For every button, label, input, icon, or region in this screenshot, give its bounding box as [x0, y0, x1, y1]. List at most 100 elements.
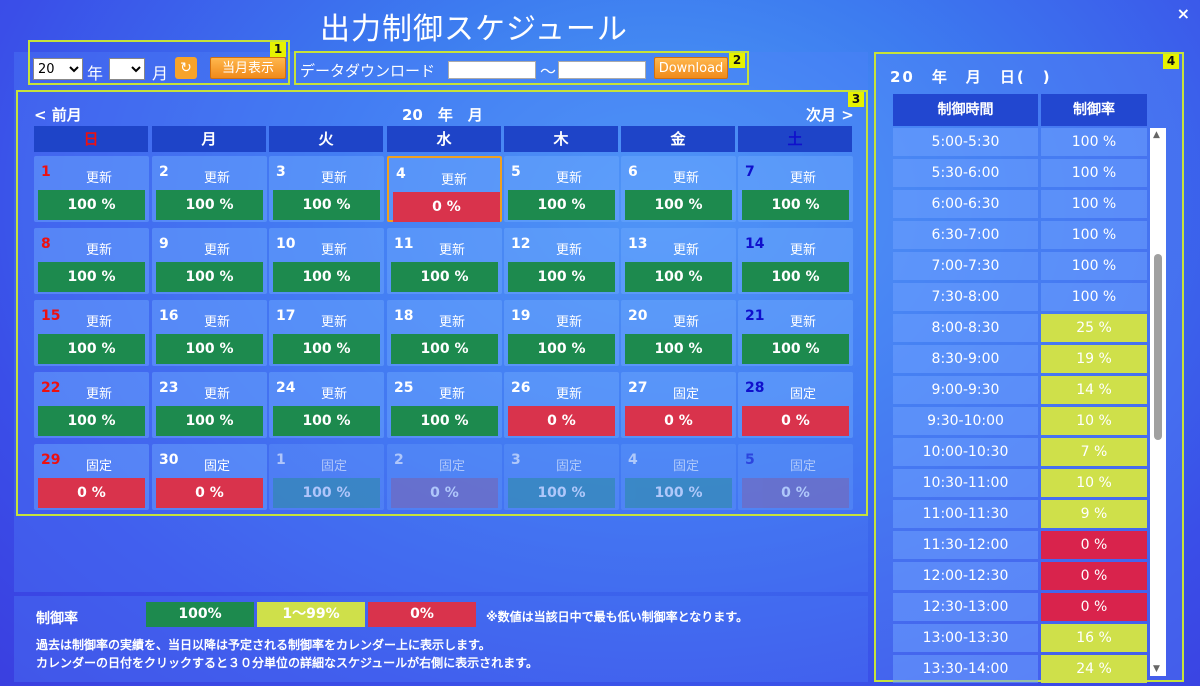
weekday-header: 日 [34, 126, 148, 152]
day-status: 更新 [555, 387, 582, 402]
schedule-time-cell: 10:30-11:00 [893, 469, 1038, 497]
day-status: 更新 [203, 387, 230, 402]
calendar-day[interactable]: 21 更新 100 % [738, 300, 853, 366]
calendar-day[interactable]: 18 更新 100 % [387, 300, 502, 366]
schedule-time-cell: 6:00-6:30 [893, 190, 1038, 218]
month-select[interactable] [109, 58, 145, 80]
schedule-rate-cell: 10 % [1041, 469, 1147, 497]
day-rate-bar: 100 % [625, 190, 732, 220]
day-rate-bar: 100 % [625, 334, 732, 364]
calendar-day[interactable]: 7 更新 100 % [738, 156, 853, 222]
calendar-day[interactable]: 27 固定 0 % [621, 372, 736, 438]
calendar-day[interactable]: 14 更新 100 % [738, 228, 853, 294]
day-number: 19 [511, 308, 531, 324]
calendar-day[interactable]: 4 固定 100 % [621, 444, 736, 510]
calendar-day[interactable]: 19 更新 100 % [504, 300, 619, 366]
calendar-day[interactable]: 26 更新 0 % [504, 372, 619, 438]
day-number: 29 [41, 452, 61, 468]
refresh-icon[interactable]: ↻ [175, 57, 197, 79]
legend-label: 制御率 [36, 611, 78, 627]
schedule-time-cell: 13:00-13:30 [893, 624, 1038, 652]
prev-month-link[interactable]: < 前月 [34, 106, 82, 124]
calendar-day[interactable]: 2 更新 100 % [152, 156, 267, 222]
scroll-down-icon[interactable]: ▼ [1153, 664, 1160, 674]
schedule-rate-cell: 9 % [1041, 500, 1147, 528]
weekday-header: 木 [504, 126, 618, 152]
next-month-link[interactable]: 次月 > [806, 106, 854, 124]
calendar-day[interactable]: 6 更新 100 % [621, 156, 736, 222]
calendar-day[interactable]: 1 固定 100 % [269, 444, 384, 510]
section-2-number: 2 [729, 53, 745, 68]
day-status: 更新 [85, 243, 112, 258]
day-rate-bar: 100 % [508, 262, 615, 292]
day-number: 5 [511, 164, 521, 180]
calendar-day[interactable]: 5 更新 100 % [504, 156, 619, 222]
schedule-time-cell: 12:00-12:30 [893, 562, 1038, 590]
download-to-input[interactable] [558, 61, 646, 79]
calendar-day[interactable]: 8 更新 100 % [34, 228, 149, 294]
schedule-rate-cell: 100 % [1041, 190, 1147, 218]
day-status: 更新 [438, 315, 465, 330]
day-number: 2 [394, 452, 404, 468]
day-number: 1 [276, 452, 286, 468]
calendar-day[interactable]: 10 更新 100 % [269, 228, 384, 294]
description-line-2: カレンダーの日付をクリックすると３０分単位の詳細なスケジュールが右側に表示されま… [36, 656, 538, 670]
calendar-day[interactable]: 9 更新 100 % [152, 228, 267, 294]
calendar-day[interactable]: 30 固定 0 % [152, 444, 267, 510]
calendar-day[interactable]: 23 更新 100 % [152, 372, 267, 438]
schedule-time-cell: 11:00-11:30 [893, 500, 1038, 528]
calendar-day[interactable]: 15 更新 100 % [34, 300, 149, 366]
day-status: 更新 [438, 243, 465, 258]
calendar-day[interactable]: 24 更新 100 % [269, 372, 384, 438]
calendar-day[interactable]: 25 更新 100 % [387, 372, 502, 438]
day-rate-bar: 100 % [391, 334, 498, 364]
day-status: 固定 [789, 387, 816, 402]
calendar-day[interactable]: 22 更新 100 % [34, 372, 149, 438]
day-status: 更新 [85, 387, 112, 402]
close-icon[interactable]: × [1176, 4, 1190, 23]
calendar-day[interactable]: 17 更新 100 % [269, 300, 384, 366]
section-2-frame [294, 51, 749, 85]
day-number: 3 [276, 164, 286, 180]
day-number: 28 [745, 380, 765, 396]
day-number: 30 [159, 452, 179, 468]
download-from-input[interactable] [448, 61, 536, 79]
scrollbar-thumb[interactable] [1154, 254, 1162, 440]
day-status: 更新 [440, 173, 467, 188]
tilde-label: 〜 [540, 62, 557, 81]
schedule-rate-cell: 100 % [1041, 159, 1147, 187]
calendar-day[interactable]: 12 更新 100 % [504, 228, 619, 294]
day-status: 固定 [672, 387, 699, 402]
day-status: 更新 [320, 387, 347, 402]
calendar-day[interactable]: 29 固定 0 % [34, 444, 149, 510]
calendar-day[interactable]: 28 固定 0 % [738, 372, 853, 438]
download-button[interactable]: Download [654, 57, 728, 79]
schedule-time-cell: 10:00-10:30 [893, 438, 1038, 466]
schedule-time-cell: 9:30-10:00 [893, 407, 1038, 435]
day-status: 更新 [789, 315, 816, 330]
day-number: 26 [511, 380, 531, 396]
calendar-day[interactable]: 4 更新 0 % [387, 156, 502, 222]
day-status: 固定 [203, 459, 230, 474]
calendar-day[interactable]: 20 更新 100 % [621, 300, 736, 366]
day-rate-bar: 100 % [273, 262, 380, 292]
current-month-button[interactable]: 当月表示 [210, 57, 286, 79]
calendar-day[interactable]: 2 固定 0 % [387, 444, 502, 510]
calendar-day[interactable]: 13 更新 100 % [621, 228, 736, 294]
day-rate-bar: 0 % [508, 406, 615, 436]
calendar-day[interactable]: 1 更新 100 % [34, 156, 149, 222]
scroll-up-icon[interactable]: ▲ [1153, 130, 1160, 140]
calendar-day[interactable]: 5 固定 0 % [738, 444, 853, 510]
calendar-day[interactable]: 3 固定 100 % [504, 444, 619, 510]
day-number: 1 [41, 164, 51, 180]
day-rate-bar: 100 % [273, 406, 380, 436]
calendar-day[interactable]: 16 更新 100 % [152, 300, 267, 366]
day-number: 9 [159, 236, 169, 252]
year-select[interactable]: 20 [33, 58, 83, 80]
day-rate-bar: 0 % [742, 406, 849, 436]
calendar-day[interactable]: 3 更新 100 % [269, 156, 384, 222]
day-number: 3 [511, 452, 521, 468]
day-status: 固定 [789, 459, 816, 474]
calendar-day[interactable]: 11 更新 100 % [387, 228, 502, 294]
schedule-rate-cell: 100 % [1041, 252, 1147, 280]
